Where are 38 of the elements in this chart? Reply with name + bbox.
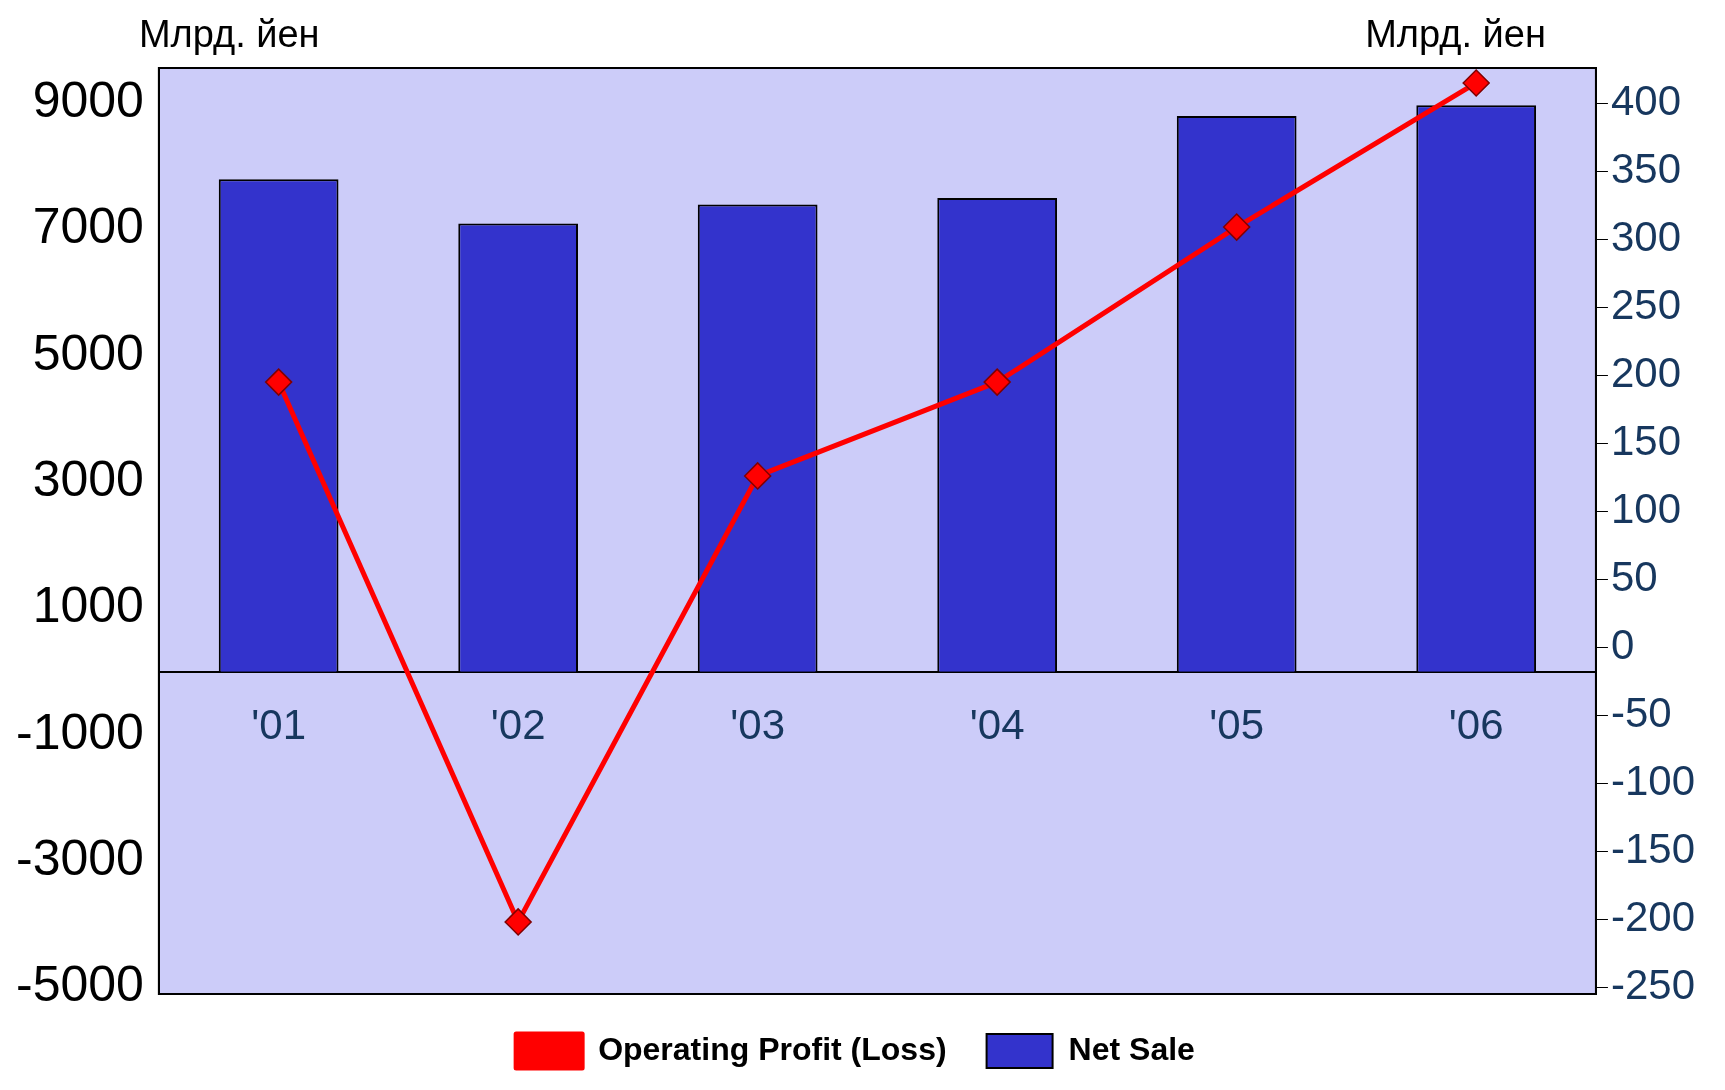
y2-tick-label: -100 xyxy=(1610,756,1695,804)
y-tick-label: 7000 xyxy=(32,198,144,255)
legend-label: Operating Profit (Loss) xyxy=(598,1030,947,1067)
point xyxy=(743,462,772,490)
point xyxy=(1222,213,1251,241)
legend-label: Net Sale xyxy=(1068,1030,1195,1067)
y2-tick-label: 100 xyxy=(1610,484,1682,532)
y2-tick-label: -150 xyxy=(1610,824,1695,872)
y2-tick-label: 150 xyxy=(1610,416,1682,464)
y-tick-label: -1000 xyxy=(15,703,144,760)
x-tick-label: '05 xyxy=(1209,700,1265,748)
point xyxy=(264,368,293,396)
y-tick-label: 5000 xyxy=(32,324,144,381)
point xyxy=(504,908,532,936)
x-tick-label: '02 xyxy=(490,700,546,748)
x-tick-label: '03 xyxy=(730,700,786,748)
x-tick-label: '04 xyxy=(969,700,1025,748)
y2-tick-label: 400 xyxy=(1610,76,1682,124)
y2-tick-label: -200 xyxy=(1610,892,1695,940)
y2-tick-label: 0 xyxy=(1610,620,1635,668)
x-tick-label: '06 xyxy=(1448,700,1504,748)
y2-tick-label: 250 xyxy=(1610,280,1682,328)
point xyxy=(983,368,1011,396)
y-tick-label: -3000 xyxy=(15,830,144,887)
y-tick-label: -5000 xyxy=(15,956,144,1013)
y2-tick-label: 350 xyxy=(1610,144,1682,192)
x-tick-label: '01 xyxy=(251,700,307,748)
y-tick-label: 1000 xyxy=(32,577,144,634)
point xyxy=(1462,69,1490,97)
y-axis-title: Млрд. йен xyxy=(138,13,320,56)
y2-tick-label: -50 xyxy=(1610,688,1672,736)
y2-tick-label: 50 xyxy=(1610,552,1658,600)
y2-tick-label: -250 xyxy=(1610,960,1695,1008)
y-tick-label: 3000 xyxy=(32,451,144,508)
y2-tick-label: 300 xyxy=(1610,212,1682,260)
y-tick-label: 9000 xyxy=(32,72,144,129)
y2-axis-title: Млрд. йен xyxy=(1365,13,1546,56)
y2-tick-label: 200 xyxy=(1610,348,1682,396)
